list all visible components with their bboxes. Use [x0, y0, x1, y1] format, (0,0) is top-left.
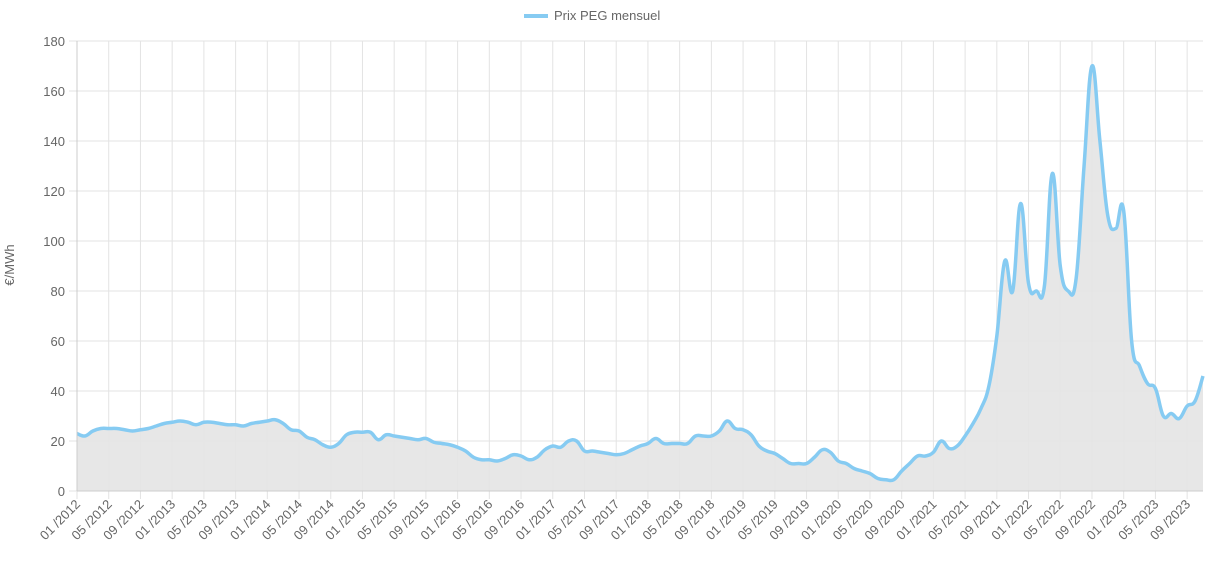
- y-tick-label: 80: [51, 284, 65, 299]
- area: [77, 65, 1203, 491]
- y-tick-label: 120: [43, 184, 65, 199]
- y-tick-label: 60: [51, 334, 65, 349]
- legend-label: Prix PEG mensuel: [554, 8, 660, 23]
- legend[interactable]: Prix PEG mensuel: [524, 8, 660, 23]
- y-tick-label: 40: [51, 384, 65, 399]
- y-axis-label: €/MWh: [2, 244, 17, 285]
- y-tick-label: 100: [43, 234, 65, 249]
- y-tick-label: 140: [43, 134, 65, 149]
- y-tick-label: 160: [43, 84, 65, 99]
- y-tick-label: 20: [51, 434, 65, 449]
- line: [76, 64, 1205, 483]
- y-tick-label: 180: [43, 34, 65, 49]
- y-tick-label: 0: [58, 484, 65, 499]
